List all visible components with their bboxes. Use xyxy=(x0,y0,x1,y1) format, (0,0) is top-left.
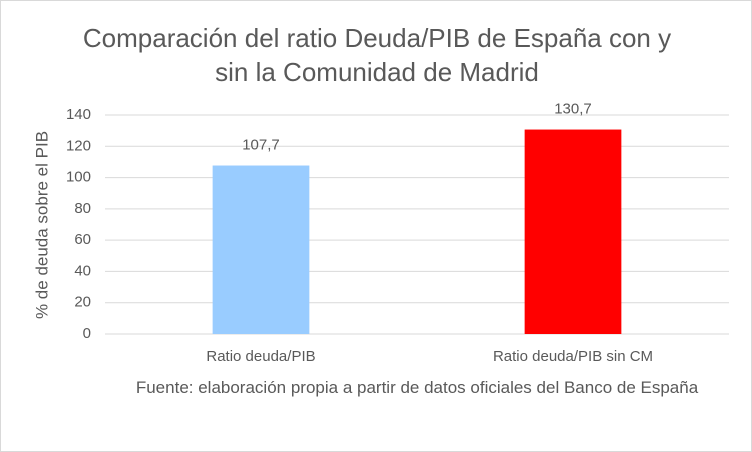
y-tick-label: 40 xyxy=(74,262,91,279)
value-label: 130,7 xyxy=(554,101,592,118)
chart-title: Comparación del ratio Deuda/PIB de Españ… xyxy=(82,23,672,87)
x-tick-label: Ratio deuda/PIB xyxy=(206,348,315,365)
y-tick-label: 120 xyxy=(66,137,91,154)
bar xyxy=(524,129,622,334)
x-tick-label: Ratio deuda/PIB sin CM xyxy=(493,348,653,365)
y-tick-label: 60 xyxy=(74,231,91,248)
y-tick-label: 0 xyxy=(83,325,91,342)
y-tick-label: 80 xyxy=(74,200,91,217)
value-label: 107,7 xyxy=(242,136,280,153)
x-axis-label: Fuente: elaboración propia a partir de d… xyxy=(135,378,699,397)
y-tick-label: 20 xyxy=(74,294,91,311)
bar xyxy=(212,165,310,334)
y-tick-label: 140 xyxy=(66,106,91,123)
y-axis-label: % de deuda sobre el PIB xyxy=(32,131,51,319)
y-tick-label: 100 xyxy=(66,169,91,186)
